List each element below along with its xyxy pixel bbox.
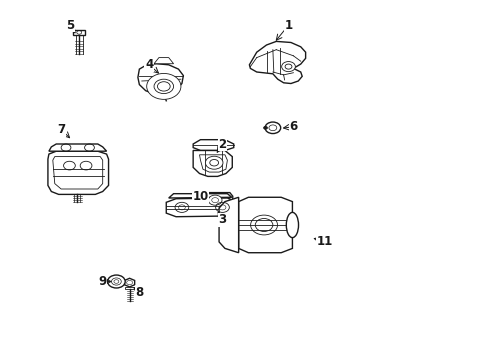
Circle shape [264, 122, 280, 134]
Text: 2: 2 [218, 138, 226, 150]
Polygon shape [53, 157, 102, 189]
Polygon shape [124, 287, 134, 289]
Circle shape [208, 195, 222, 205]
Circle shape [263, 126, 267, 129]
Polygon shape [238, 197, 292, 253]
Polygon shape [49, 144, 106, 151]
Text: 1: 1 [284, 19, 292, 32]
Text: 6: 6 [289, 120, 297, 133]
Ellipse shape [286, 212, 298, 238]
Polygon shape [199, 155, 227, 172]
Circle shape [285, 64, 291, 69]
Polygon shape [73, 30, 85, 35]
Polygon shape [166, 198, 233, 217]
Ellipse shape [146, 73, 181, 99]
Text: 11: 11 [316, 235, 333, 248]
Circle shape [205, 156, 223, 169]
Polygon shape [193, 140, 233, 150]
Circle shape [111, 278, 121, 285]
Circle shape [107, 275, 125, 288]
Polygon shape [48, 151, 108, 194]
Polygon shape [138, 64, 183, 94]
Circle shape [157, 82, 170, 91]
Polygon shape [168, 194, 231, 198]
Polygon shape [124, 278, 134, 287]
Text: 9: 9 [99, 275, 106, 288]
Polygon shape [219, 197, 238, 253]
Polygon shape [154, 58, 173, 64]
Circle shape [281, 62, 295, 72]
Text: 3: 3 [218, 213, 226, 226]
Ellipse shape [154, 79, 173, 94]
Polygon shape [249, 41, 305, 84]
Text: 4: 4 [145, 58, 153, 71]
Polygon shape [202, 195, 229, 207]
Text: 8: 8 [135, 286, 143, 299]
Text: 10: 10 [192, 190, 208, 203]
Polygon shape [198, 193, 232, 209]
Polygon shape [193, 150, 232, 176]
Text: 5: 5 [66, 19, 74, 32]
Text: 7: 7 [57, 123, 65, 136]
